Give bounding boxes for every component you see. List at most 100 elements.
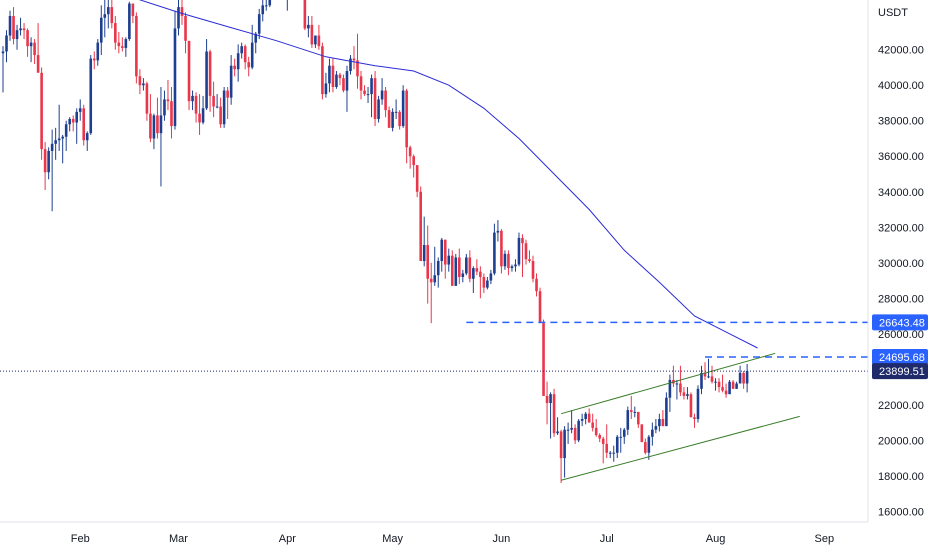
candle-body [212, 95, 215, 107]
candle-body [373, 78, 377, 119]
candle-up [107, 0, 110, 29]
candle-body [12, 15, 15, 40]
candle-down [247, 56, 250, 77]
candle-body [412, 156, 415, 166]
candle-body [693, 417, 696, 420]
candle-body [493, 232, 496, 274]
candle-up [580, 413, 584, 427]
candle-up [447, 248, 451, 272]
candle-body [75, 111, 79, 123]
candle-body [187, 40, 191, 102]
candle-up [103, 0, 107, 38]
candle-up [222, 87, 226, 128]
candle-body [219, 106, 222, 125]
candle-up [570, 410, 573, 434]
y-tick-label: 16000.00 [878, 506, 924, 518]
candle-down [43, 142, 47, 190]
candle-up [152, 113, 156, 150]
candle-down [693, 413, 696, 428]
candle-down [117, 31, 121, 54]
candle-down [731, 379, 735, 389]
candle-down [36, 23, 40, 73]
candle-body [531, 261, 535, 279]
candle-body [633, 411, 637, 413]
candle-body [717, 381, 721, 388]
candle-body [594, 427, 598, 435]
candle-body [447, 255, 451, 265]
candle-up [54, 127, 57, 160]
candle-up [686, 387, 689, 400]
candle-up [370, 74, 373, 118]
candle-body [563, 429, 566, 459]
candle-up [647, 435, 651, 460]
candle-body [121, 46, 124, 48]
candle-up [517, 232, 521, 267]
candle-body [510, 266, 514, 269]
candle-down [405, 88, 408, 164]
candle-body [728, 381, 731, 395]
candle-body [640, 424, 644, 443]
price-labels-layer: 26643.48 24695.68 23899.51 [872, 314, 928, 380]
candle-down [22, 23, 26, 40]
candle-down [131, 3, 135, 24]
candle-up [465, 253, 468, 276]
candle-down [507, 250, 510, 276]
candle-body [314, 35, 317, 45]
candle-up [668, 374, 672, 412]
candle-body [208, 51, 212, 96]
candle-up [349, 55, 352, 75]
candle-body [675, 383, 679, 385]
candle-up [556, 417, 559, 435]
candle-body [331, 65, 335, 87]
candle-up [89, 55, 93, 135]
candle-body [15, 30, 19, 40]
candle-up [489, 269, 493, 285]
candle-up [436, 257, 440, 288]
candle-body [96, 42, 100, 61]
candle-body [454, 257, 458, 286]
candle-down [233, 58, 236, 77]
candle-up [615, 435, 619, 459]
candle-down [535, 273, 538, 297]
candle-up [29, 37, 33, 63]
candle-up [665, 392, 668, 427]
candle-body [707, 376, 710, 378]
candle-body [215, 106, 219, 108]
candle-down [552, 388, 556, 437]
candle-down [742, 371, 745, 389]
candle-body [78, 108, 82, 112]
candle-body [61, 136, 64, 139]
candle-body [138, 76, 142, 86]
candle-body [605, 443, 609, 453]
candle-body [254, 33, 258, 43]
x-tick-label: Apr [279, 533, 296, 545]
candle-down [629, 395, 633, 420]
candle-down [594, 419, 598, 437]
candle-body [486, 280, 489, 288]
candle-down [545, 381, 549, 425]
candle-down [443, 239, 447, 279]
candle-down [145, 81, 149, 121]
candle-down [194, 92, 198, 123]
candle-body [268, 0, 272, 6]
candle-up [608, 450, 612, 459]
candle-body [36, 55, 40, 73]
candle-down [479, 266, 482, 299]
candle-body [380, 90, 384, 100]
candle-up [240, 42, 243, 59]
candle-body [191, 95, 194, 102]
candle-body [601, 438, 605, 444]
candle-down [415, 165, 419, 198]
candle-down [187, 40, 191, 111]
candle-body [345, 71, 349, 91]
candle-down [598, 433, 601, 443]
candle-down [219, 97, 222, 128]
candle-up [514, 259, 517, 272]
y-tick-label: 36000.00 [878, 151, 924, 163]
candle-down [721, 374, 724, 393]
x-tick-label: Feb [71, 533, 90, 545]
candle-body [738, 372, 742, 384]
candle-up [738, 365, 742, 384]
